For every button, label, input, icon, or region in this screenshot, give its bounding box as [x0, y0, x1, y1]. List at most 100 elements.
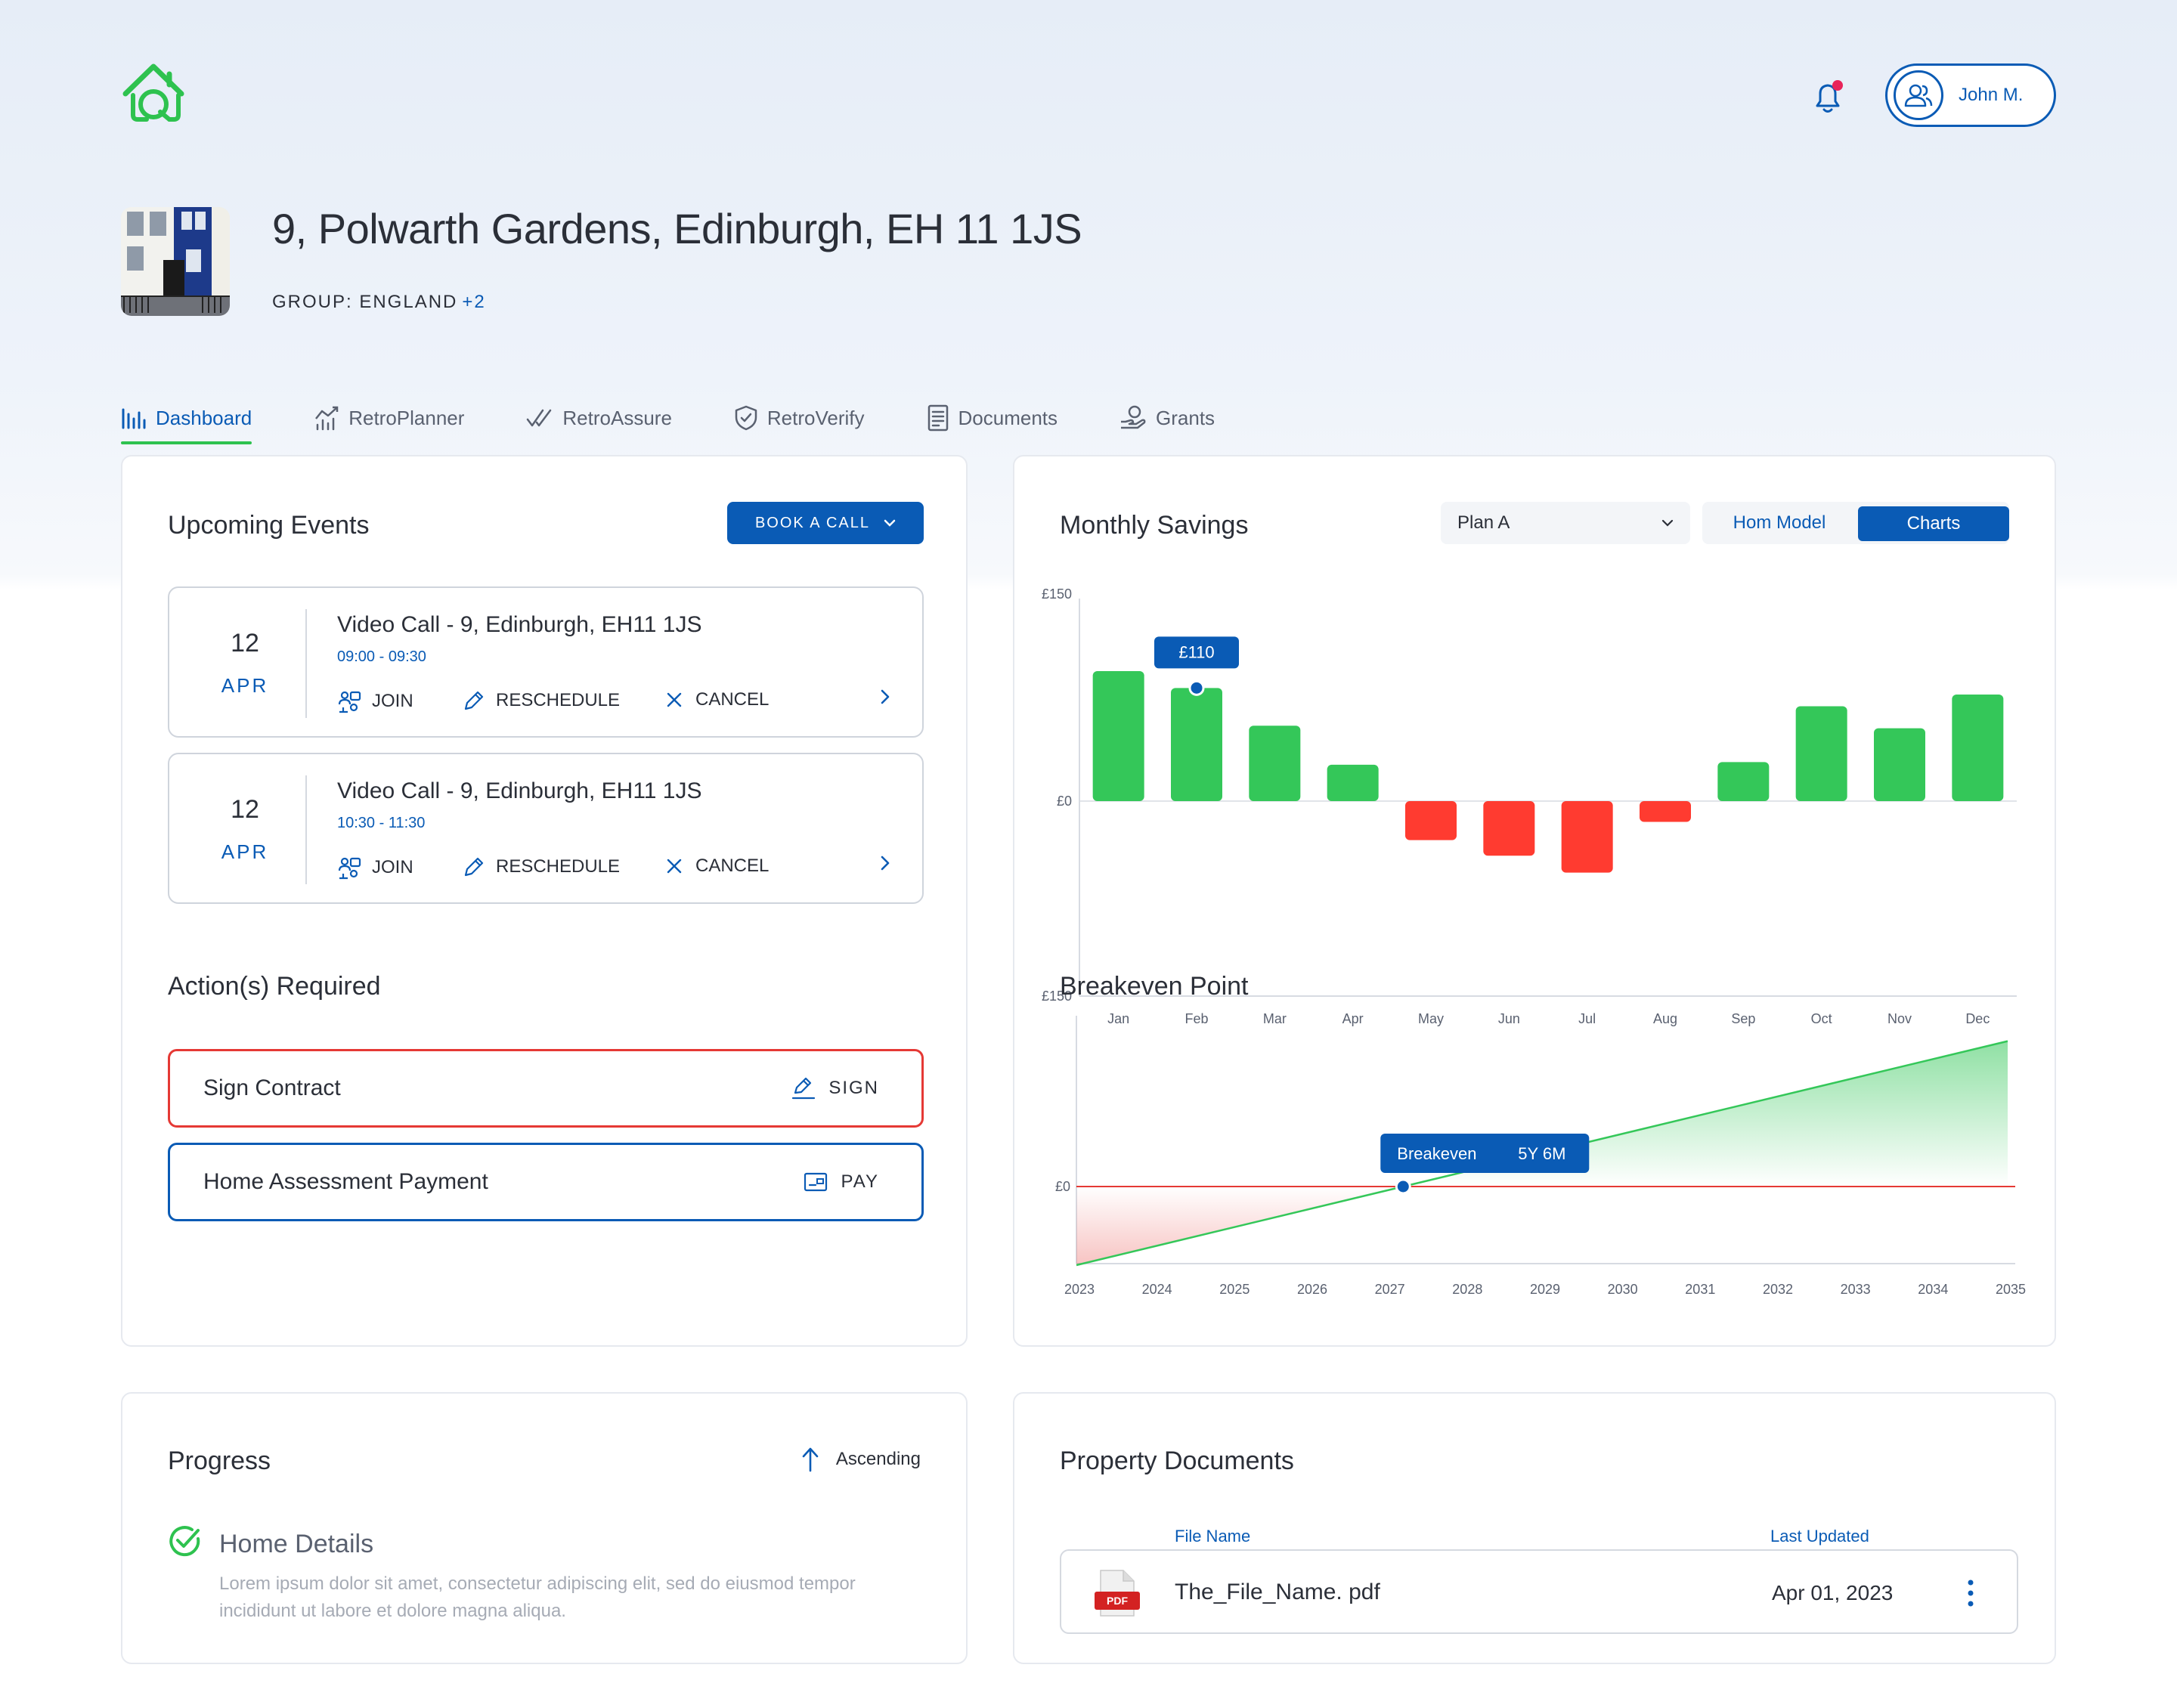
- hom-model-toggle[interactable]: Hom Model: [1733, 512, 1826, 533]
- event-divider: [305, 775, 307, 884]
- more-options-icon[interactable]: [1965, 1578, 1976, 1608]
- last-updated-header[interactable]: Last Updated: [1770, 1527, 1869, 1546]
- bar: [1327, 764, 1379, 801]
- x-tick-label: Nov: [1887, 1011, 1912, 1026]
- y-tick-label: £0: [1057, 794, 1072, 809]
- progress-title: Progress: [168, 1447, 271, 1475]
- file-name-header[interactable]: File Name: [1175, 1527, 1251, 1546]
- tooltip-label: £110: [1178, 642, 1214, 661]
- notification-dot: [1832, 80, 1843, 91]
- bar: [1717, 762, 1770, 801]
- document-icon: [927, 404, 948, 432]
- plan-select[interactable]: Plan A: [1441, 502, 1690, 544]
- progress-item-title: Home Details: [219, 1530, 374, 1558]
- property-group: GROUP: ENGLAND +2: [272, 292, 486, 313]
- tab-documents[interactable]: Documents: [927, 398, 1058, 438]
- pencil-icon: [464, 691, 484, 710]
- tab-retroassure[interactable]: RetroAssure: [526, 398, 672, 438]
- x-tick-label: 2033: [1841, 1282, 1871, 1297]
- reschedule-button[interactable]: RESCHEDULE: [463, 689, 620, 712]
- x-tick-label: 2023: [1064, 1282, 1095, 1297]
- breakeven-value: 5Y 6M: [1518, 1144, 1565, 1163]
- sign-contract-action[interactable]: Sign Contract SIGN: [168, 1049, 924, 1128]
- event-card[interactable]: 12 APR Video Call - 9, Edinburgh, EH11 1…: [168, 753, 924, 904]
- breakeven-point: [1395, 1178, 1411, 1195]
- event-day: 12: [231, 795, 259, 824]
- x-tick-label: May: [1418, 1011, 1444, 1026]
- arrow-up-icon: [802, 1447, 819, 1472]
- x-tick-label: Oct: [1811, 1011, 1832, 1026]
- chevron-right-icon[interactable]: [880, 688, 890, 706]
- signature-pen-icon: [792, 1077, 816, 1100]
- bar: [1795, 706, 1847, 801]
- event-time: 09:00 - 09:30: [337, 648, 426, 665]
- tab-retroplanner[interactable]: RetroPlanner: [314, 398, 464, 438]
- cancel-button[interactable]: CANCEL: [664, 856, 769, 877]
- document-name[interactable]: The_File_Name. pdf: [1175, 1580, 1380, 1604]
- home-assessment-payment-action[interactable]: Home Assessment Payment PAY: [168, 1143, 924, 1221]
- event-month: APR: [221, 674, 269, 697]
- pdf-badge-text: PDF: [1107, 1595, 1128, 1607]
- breakeven-label: Breakeven: [1397, 1144, 1476, 1163]
- bar: [1640, 801, 1691, 822]
- bar: [1874, 728, 1925, 801]
- event-title: Video Call - 9, Edinburgh, EH11 1JS: [337, 612, 702, 637]
- monthly-savings-title: Monthly Savings: [1060, 511, 1249, 540]
- bar: [1952, 694, 2004, 801]
- upcoming-events-card: Upcoming Events BOOK A CALL 12 APR Video…: [121, 455, 968, 1347]
- sign-button[interactable]: SIGN: [791, 1076, 879, 1100]
- double-check-icon: [527, 409, 552, 427]
- view-toggle: Hom Model Charts: [1702, 502, 2009, 544]
- document-row[interactable]: PDF The_File_Name. pdf Apr 01, 2023: [1060, 1549, 2018, 1634]
- bar: [1092, 671, 1144, 801]
- group-label: GROUP: ENGLAND: [272, 292, 458, 312]
- join-button[interactable]: JOIN: [337, 689, 413, 713]
- tab-dashboard[interactable]: Dashboard: [121, 398, 252, 444]
- notification-bell-icon[interactable]: [1811, 79, 1844, 116]
- action-label: Home Assessment Payment: [203, 1169, 488, 1194]
- negative-area: [1076, 1187, 1404, 1265]
- user-menu-button[interactable]: John M.: [1885, 63, 2056, 127]
- action-label: Sign Contract: [203, 1075, 341, 1100]
- group-more-link[interactable]: +2: [462, 292, 486, 312]
- join-call-icon: [338, 857, 361, 880]
- x-tick-label: 2024: [1142, 1282, 1172, 1297]
- x-tick-label: 2025: [1219, 1282, 1250, 1297]
- y-tick-label: £150: [1042, 989, 1072, 1004]
- event-card[interactable]: 12 APR Video Call - 9, Edinburgh, EH11 1…: [168, 586, 924, 738]
- main-tabs: Dashboard RetroPlanner RetroAssure Retro…: [121, 398, 1277, 444]
- charts-toggle[interactable]: Charts: [1858, 506, 2009, 541]
- check-circle-icon: [169, 1526, 200, 1557]
- pdf-file-icon: PDF: [1095, 1570, 1140, 1617]
- book-a-call-button[interactable]: BOOK A CALL: [727, 502, 924, 544]
- upcoming-events-title: Upcoming Events: [168, 511, 370, 540]
- planner-chart-icon: [315, 406, 339, 431]
- join-call-icon: [338, 691, 361, 713]
- pencil-icon: [464, 857, 484, 877]
- breakeven-chart: £0 2023 2024 2025 2026 2027 2028 2029 2030 2031 20…: [1055, 1016, 2026, 1297]
- savings-card: Monthly Savings Plan A Hom Model Charts …: [1013, 455, 2056, 1347]
- bar-chart-icon: [122, 408, 146, 429]
- x-tick-label: 2026: [1297, 1282, 1327, 1297]
- reschedule-button[interactable]: RESCHEDULE: [463, 856, 620, 878]
- join-button[interactable]: JOIN: [337, 856, 413, 880]
- property-documents-card: Property Documents File Name Last Update…: [1013, 1392, 2056, 1664]
- x-tick-label: Mar: [1263, 1011, 1287, 1026]
- bar: [1483, 801, 1535, 856]
- x-tick-label: 2027: [1375, 1282, 1405, 1297]
- house-logo-icon[interactable]: [121, 62, 186, 124]
- chevron-right-icon[interactable]: [880, 854, 890, 872]
- payment-card-icon: [804, 1172, 827, 1192]
- bar: [1405, 801, 1457, 840]
- breakeven-title: Breakeven Point: [1060, 972, 1249, 1001]
- sort-ascending-button[interactable]: Ascending: [801, 1447, 921, 1472]
- cancel-button[interactable]: CANCEL: [664, 689, 769, 710]
- event-title: Video Call - 9, Edinburgh, EH11 1JS: [337, 778, 702, 803]
- actions-required-title: Action(s) Required: [168, 972, 381, 1001]
- user-avatar-icon: [1894, 70, 1943, 120]
- tab-grants[interactable]: Grants: [1119, 398, 1215, 438]
- tab-retroverify[interactable]: RetroVerify: [734, 398, 865, 438]
- pay-button[interactable]: PAY: [804, 1171, 879, 1193]
- breakeven-tooltip-box: [1380, 1134, 1590, 1173]
- bar: [1561, 801, 1613, 873]
